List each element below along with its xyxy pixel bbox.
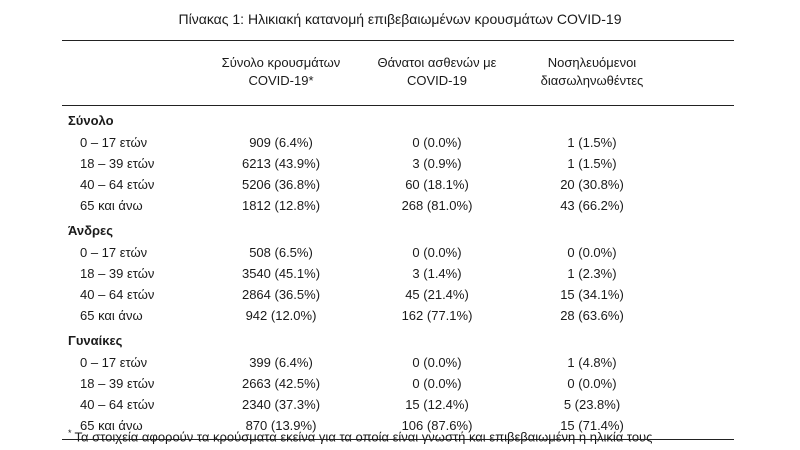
deaths-cell: 3 (1.4%) <box>412 266 462 281</box>
age-cell: 40 – 64 ετών <box>80 397 155 412</box>
age-cell: 18 – 39 ετών <box>80 156 155 171</box>
age-cell: 0 – 17 ετών <box>80 245 148 260</box>
header-intubated-line2: διασωληνωθέντες <box>540 73 644 88</box>
cases-cell: 6213 (43.9%) <box>241 156 321 171</box>
table-body: Σύνολο 0 – 17 ετών 909 (6.4%) 0 (0.0%) 1 (1.… <box>62 110 734 440</box>
cases-cell: 5206 (36.8%) <box>241 177 321 192</box>
age-cell: 40 – 64 ετών <box>80 287 155 302</box>
age-cell: 0 – 17 ετών <box>80 355 148 370</box>
footnote-text: Τα στοιχεία αφορούν τα κρούσματα εκείνα … <box>74 429 653 445</box>
intubated-cell: 15 (71.4%) <box>560 418 624 433</box>
header-intubated: Νοσηλευόμενοι διασωληνωθέντες <box>517 41 667 105</box>
deaths-cell: 106 (87.6%) <box>401 418 473 433</box>
intubated-cell: 0 (0.0%) <box>567 245 617 260</box>
group-title: Σύνολο <box>68 113 114 128</box>
age-cell: 65 και άνω <box>80 418 143 433</box>
intubated-cell: 1 (4.8%) <box>567 355 617 370</box>
group-title: Γυναίκες <box>68 333 123 348</box>
deaths-cell: 60 (18.1%) <box>405 177 469 192</box>
age-cell: 18 – 39 ετών <box>80 376 155 391</box>
table-row: 18 – 39 ετών 3540 (45.1%) 3 (1.4%) 1 (2.3%) <box>62 263 734 284</box>
cases-cell: 942 (12.0%) <box>245 308 317 323</box>
table-row: 65 και άνω 1812 (12.8%) 268 (81.0%) 43 (66.… <box>62 195 734 216</box>
age-cell: 65 και άνω <box>80 308 143 323</box>
cases-cell: 2340 (37.3%) <box>241 397 321 412</box>
header-deaths: Θάνατοι ασθενών με COVID-19 <box>357 41 517 105</box>
deaths-cell: 3 (0.9%) <box>412 156 462 171</box>
table-row: 65 και άνω 870 (13.9%) 106 (87.6%) 15 (71.4… <box>62 415 734 436</box>
header-intubated-line1: Νοσηλευόμενοι <box>547 55 637 70</box>
header-empty-cell <box>62 41 205 105</box>
table-row: 0 – 17 ετών 909 (6.4%) 0 (0.0%) 1 (1.5%) <box>62 132 734 153</box>
header-deaths-line1: Θάνατοι ασθενών με <box>377 55 497 70</box>
intubated-cell: 1 (2.3%) <box>567 266 617 281</box>
deaths-cell: 0 (0.0%) <box>412 135 462 150</box>
intubated-cell: 28 (63.6%) <box>560 308 624 323</box>
row-group: Γυναίκες 0 – 17 ετών 399 (6.4%) 0 (0.0%) 1 (… <box>62 330 734 440</box>
deaths-cell: 0 (0.0%) <box>412 376 462 391</box>
table-row: 18 – 39 ετών 2663 (42.5%) 0 (0.0%) 0 (0.0%) <box>62 373 734 394</box>
cases-cell: 2663 (42.5%) <box>241 376 321 391</box>
deaths-cell: 45 (21.4%) <box>405 287 469 302</box>
cases-cell: 909 (6.4%) <box>249 135 313 150</box>
group-title: Άνδρες <box>68 223 113 238</box>
table-row: 40 – 64 ετών 5206 (36.8%) 60 (18.1%) 20 (30… <box>62 174 734 195</box>
intubated-cell: 1 (1.5%) <box>567 135 617 150</box>
age-cell: 65 και άνω <box>80 198 143 213</box>
deaths-cell: 0 (0.0%) <box>412 355 462 370</box>
intubated-cell: 43 (66.2%) <box>560 198 624 213</box>
deaths-cell: 15 (12.4%) <box>405 397 469 412</box>
header-total-cases-line1: Σύνολο κρουσμάτων <box>221 55 341 70</box>
cases-cell: 2864 (36.5%) <box>241 287 321 302</box>
intubated-cell: 1 (1.5%) <box>567 156 617 171</box>
deaths-cell: 0 (0.0%) <box>412 245 462 260</box>
table-row: 40 – 64 ετών 2864 (36.5%) 45 (21.4%) 15 (34… <box>62 284 734 305</box>
age-cell: 0 – 17 ετών <box>80 135 148 150</box>
deaths-cell: 162 (77.1%) <box>401 308 473 323</box>
table-row: 18 – 39 ετών 6213 (43.9%) 3 (0.9%) 1 (1.5%) <box>62 153 734 174</box>
table-row: 65 και άνω 942 (12.0%) 162 (77.1%) 28 (63.6… <box>62 305 734 326</box>
row-group: Άνδρες 0 – 17 ετών 508 (6.5%) 0 (0.0%) 0 (0.… <box>62 220 734 326</box>
cases-cell: 870 (13.9%) <box>245 418 317 433</box>
table-row: 0 – 17 ετών 399 (6.4%) 0 (0.0%) 1 (4.8%) <box>62 352 734 373</box>
age-cell: 18 – 39 ετών <box>80 266 155 281</box>
header-total-cases-line2: COVID-19* <box>248 73 314 88</box>
header-deaths-line2: COVID-19 <box>407 73 467 88</box>
age-cell: 40 – 64 ετών <box>80 177 155 192</box>
table-row: 0 – 17 ετών 508 (6.5%) 0 (0.0%) 0 (0.0%) <box>62 242 734 263</box>
table-row: 40 – 64 ετών 2340 (37.3%) 15 (12.4%) 5 (23.… <box>62 394 734 415</box>
cases-cell: 3540 (45.1%) <box>241 266 321 281</box>
intubated-cell: 20 (30.8%) <box>560 177 624 192</box>
deaths-cell: 268 (81.0%) <box>401 198 473 213</box>
table-title: Πίνακας 1: Ηλικιακή κατανομή επιβεβαιωμέ… <box>178 11 622 27</box>
row-group: Σύνολο 0 – 17 ετών 909 (6.4%) 0 (0.0%) 1 (1.… <box>62 110 734 216</box>
cases-cell: 399 (6.4%) <box>249 355 313 370</box>
footnote-marker: * <box>68 428 72 438</box>
table-header: Σύνολο κρουσμάτων COVID-19* Θάνατοι ασθε… <box>62 41 734 106</box>
cases-cell: 508 (6.5%) <box>249 245 313 260</box>
intubated-cell: 15 (34.1%) <box>560 287 624 302</box>
intubated-cell: 5 (23.8%) <box>563 397 621 412</box>
covid-age-table: Σύνολο κρουσμάτων COVID-19* Θάνατοι ασθε… <box>62 40 734 440</box>
header-total-cases: Σύνολο κρουσμάτων COVID-19* <box>205 41 357 105</box>
cases-cell: 1812 (12.8%) <box>241 198 321 213</box>
footnote: * Τα στοιχεία αφορούν τα κρούσματα εκείνα… <box>68 428 652 444</box>
intubated-cell: 0 (0.0%) <box>567 376 617 391</box>
